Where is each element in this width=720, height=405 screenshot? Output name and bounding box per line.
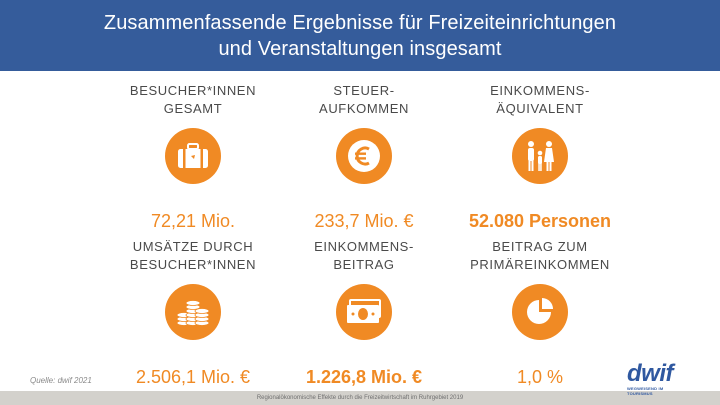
title-line-2: und Veranstaltungen insgesamt — [218, 37, 502, 60]
kpi-label: STEUER- AUFKOMMEN — [264, 82, 464, 126]
kpi-label-line-2: ÄQUIVALENT — [496, 101, 584, 116]
kpi-label-line-2: AUFKOMMEN — [319, 101, 409, 116]
kpi-tile-einkommensaequivalent: EINKOMMENS- ÄQUIVALENT 52.080 Personen — [440, 82, 640, 232]
logo-tagline: WEGWEISEND IM TOURISMUS — [627, 386, 664, 396]
coins-icon — [165, 284, 221, 340]
kpi-tile-besucher: BESUCHER*INNEN GESAMT 72,21 Mio. — [93, 82, 293, 232]
kpi-tile-steueraufkommen: STEUER- AUFKOMMEN 233,7 Mio. € — [264, 82, 464, 232]
kpi-label: BEITRAG ZUM PRIMÄREINKOMMEN — [440, 238, 640, 282]
kpi-tile-umsaetze: UMSÄTZE DURCH BESUCHER*INNEN 2.506,1 Mio… — [93, 238, 293, 388]
footer-text: Regionalökonomische Effekte durch die Fr… — [256, 395, 464, 401]
dwif-logo: dwif WEGWEISEND IM TOURISMUS — [627, 362, 689, 402]
logo-word: dwif — [627, 360, 674, 387]
kpi-label-line-1: UMSÄTZE DURCH — [132, 239, 254, 254]
title-line-1: Zusammenfassende Ergebnisse für Freizeit… — [103, 11, 617, 34]
kpi-label-line-2: BEITRAG — [333, 257, 395, 272]
kpi-label-line-1: EINKOMMENS- — [314, 239, 414, 254]
kpi-label-line-1: BEITRAG ZUM — [492, 239, 588, 254]
kpi-label: EINKOMMENS- ÄQUIVALENT — [440, 82, 640, 126]
kpi-label-line-1: BESUCHER*INNEN — [129, 83, 257, 98]
kpi-label: BESUCHER*INNEN GESAMT — [93, 82, 293, 126]
banknote-icon — [336, 284, 392, 340]
kpi-value: 72,21 Mio. — [150, 211, 236, 231]
kpi-value: 1.226,8 Mio. € — [305, 367, 423, 387]
kpi-value: 2.506,1 Mio. € — [135, 367, 251, 387]
footer-bar: Regionalökonomische Effekte durch die Fr… — [0, 391, 720, 405]
kpi-label-line-2: PRIMÄREINKOMMEN — [470, 257, 610, 272]
kpi-label-line-2: BESUCHER*INNEN — [129, 257, 257, 272]
kpi-value: 233,7 Mio. € — [314, 211, 414, 231]
kpi-label: UMSÄTZE DURCH BESUCHER*INNEN — [93, 238, 293, 282]
title-banner: Zusammenfassende Ergebnisse für Freizeit… — [0, 0, 720, 71]
euro-icon — [336, 128, 392, 184]
source-note: Quelle: dwif 2021 — [30, 376, 92, 385]
kpi-value: 52.080 Personen — [468, 211, 612, 231]
pie-chart-icon — [512, 284, 568, 340]
kpi-value: 1,0 % — [516, 367, 564, 387]
family-icon — [512, 128, 568, 184]
kpi-label-line-1: EINKOMMENS- — [490, 83, 590, 98]
kpi-label: EINKOMMENS- BEITRAG — [264, 238, 464, 282]
kpi-tile-einkommensbeitrag: EINKOMMENS- BEITRAG 1.226,8 Mio. € — [264, 238, 464, 388]
kpi-tile-primaereinkommen: BEITRAG ZUM PRIMÄREINKOMMEN 1,0 % — [440, 238, 640, 388]
kpi-label-line-1: STEUER- — [333, 83, 395, 98]
kpi-label-line-2: GESAMT — [163, 101, 223, 116]
suitcase-icon — [165, 128, 221, 184]
